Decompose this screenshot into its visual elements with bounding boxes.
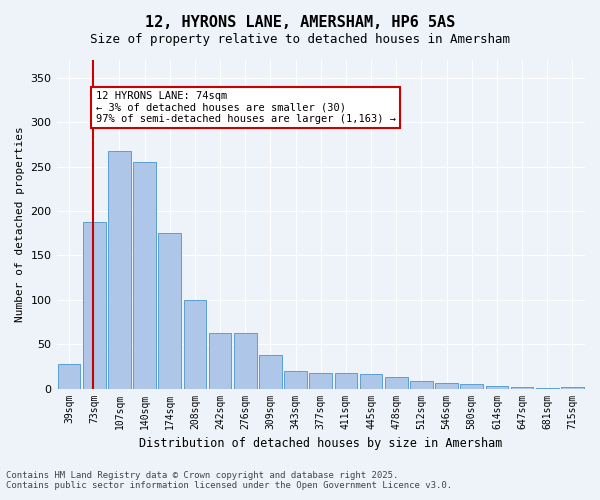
Bar: [234, 332, 257, 388]
Bar: [158, 233, 181, 388]
Bar: [485, 386, 508, 388]
Bar: [310, 372, 332, 388]
Bar: [108, 150, 131, 388]
Bar: [561, 387, 584, 388]
Bar: [435, 383, 458, 388]
Text: Contains HM Land Registry data © Crown copyright and database right 2025.
Contai: Contains HM Land Registry data © Crown c…: [6, 470, 452, 490]
Bar: [259, 355, 282, 388]
Text: 12 HYRONS LANE: 74sqm
← 3% of detached houses are smaller (30)
97% of semi-detac: 12 HYRONS LANE: 74sqm ← 3% of detached h…: [95, 91, 395, 124]
Bar: [58, 364, 80, 388]
Bar: [410, 382, 433, 388]
Bar: [209, 332, 232, 388]
X-axis label: Distribution of detached houses by size in Amersham: Distribution of detached houses by size …: [139, 437, 502, 450]
Bar: [133, 162, 156, 388]
Text: 12, HYRONS LANE, AMERSHAM, HP6 5AS: 12, HYRONS LANE, AMERSHAM, HP6 5AS: [145, 15, 455, 30]
Text: Size of property relative to detached houses in Amersham: Size of property relative to detached ho…: [90, 32, 510, 46]
Bar: [335, 374, 357, 388]
Bar: [511, 387, 533, 388]
Bar: [360, 374, 382, 388]
Bar: [460, 384, 483, 388]
Bar: [83, 222, 106, 388]
Bar: [184, 300, 206, 388]
Bar: [385, 377, 407, 388]
Y-axis label: Number of detached properties: Number of detached properties: [15, 126, 25, 322]
Bar: [284, 371, 307, 388]
